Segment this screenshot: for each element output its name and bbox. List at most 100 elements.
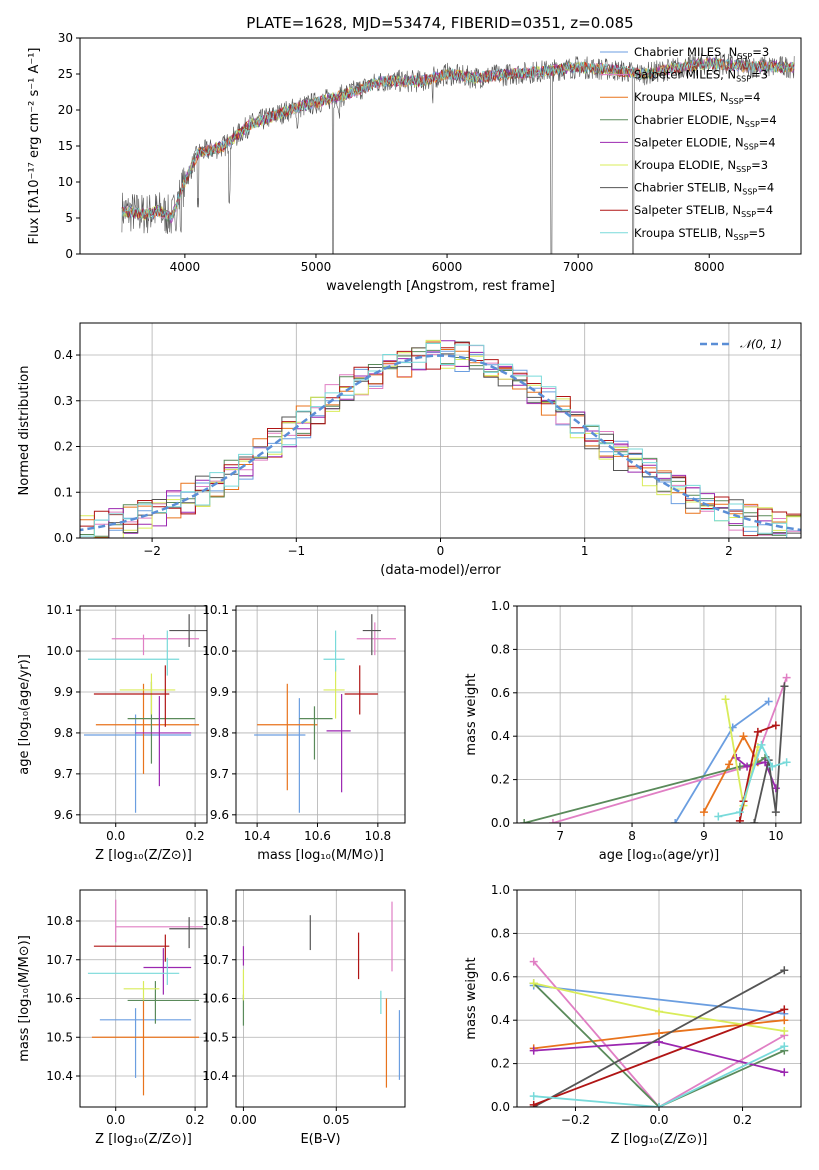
- y-tick-label: 20: [58, 103, 73, 117]
- plus-marker: [725, 760, 734, 769]
- y-tick-label: 0.8: [491, 642, 510, 656]
- x-tick-label: 7000: [563, 260, 594, 274]
- mass-weight-series: [533, 1045, 785, 1107]
- y-tick-label: 0.0: [54, 531, 73, 545]
- legend: Chabrier MILES, NSSP=3 Salpeter MILES, NS…: [600, 45, 777, 242]
- chart-spectrum: 4000 5000 6000 7000 8000 0 5 10 15 20 25 30 waveleng…: [27, 31, 802, 294]
- y-tick-label: 10: [58, 175, 73, 189]
- chart-mass-vs-z: 0.0 0.2 10.4 10.5 10.6 10.7 10.8 Z [log₁₀(Z/Z⊙)…: [17, 889, 208, 1147]
- plus-marker: [699, 808, 708, 817]
- mass-weight-series: [703, 734, 759, 813]
- plus-marker: [529, 1092, 538, 1101]
- y-tick-label: 9.8: [54, 726, 73, 740]
- legend-label: Chabrier ELODIE, NSSP=4: [634, 113, 777, 129]
- y-tick-label: 0.2: [54, 440, 73, 454]
- y-tick-label: 15: [58, 139, 73, 153]
- plot-frame: [79, 322, 802, 539]
- plus-marker: [753, 727, 762, 736]
- y-tick-label: 0: [65, 247, 73, 261]
- y-tick-label: 10.8: [202, 914, 229, 928]
- y-tick-label: 5: [65, 211, 73, 225]
- y-tick-label: 0.4: [54, 348, 73, 362]
- y-tick-label: 1.0: [491, 599, 510, 613]
- plot-body: [87, 899, 207, 1096]
- y-tick-label: 10.4: [202, 1069, 229, 1083]
- legend-label: Chabrier MILES, NSSP=3: [634, 45, 769, 61]
- plot-frame: [516, 889, 802, 1108]
- x-tick-label: 0.2: [186, 1113, 205, 1127]
- y-tick-label: 0.0: [491, 816, 510, 830]
- y-tick-label: 10.1: [46, 603, 73, 617]
- plus-marker: [714, 812, 723, 821]
- y-tick-label: 9.9: [54, 685, 73, 699]
- mass-weight-series: [533, 961, 785, 1107]
- plus-marker: [655, 1029, 663, 1038]
- y-tick-label: 9.9: [210, 685, 229, 699]
- y-tick-label: 10.8: [46, 914, 73, 928]
- chart-mass-weight-vs-z: −0.2 0.0 0.2 0.0 0.2 0.4 0.6 0.8 1.0 Z [log₁₀(Z/Z…: [464, 883, 802, 1147]
- y-tick-label: 0.6: [491, 970, 510, 984]
- y-tick-label: 0.0: [491, 1100, 510, 1114]
- plus-marker: [743, 762, 752, 771]
- y-tick-label: 9.6: [54, 808, 73, 822]
- legend-label: Kroupa STELIB, NSSP=5: [634, 226, 765, 242]
- plus-marker: [529, 979, 538, 988]
- x-axis-label: Z [log₁₀(Z/Z⊙)]: [611, 1132, 708, 1147]
- plus-marker: [548, 819, 557, 823]
- plus-marker: [655, 1103, 663, 1107]
- mass-weight-series: [753, 686, 786, 823]
- y-tick-label: 0.1: [54, 485, 73, 499]
- plus-marker: [739, 732, 748, 741]
- chart-mass-vs-ebv: 0.00 0.05 10.4 10.5 10.6 10.7 10.8 E(B-V): [202, 889, 406, 1147]
- chart-age-vs-z: 0.0 0.2 9.6 9.7 9.8 9.9 10.0 10.1 Z [log₁₀(Z/Z⊙)…: [17, 603, 208, 863]
- charts-group: 4000 5000 6000 7000 8000051015202530waveleng…: [17, 31, 802, 1147]
- x-tick-label: 10: [768, 829, 783, 843]
- plus-marker: [529, 957, 538, 966]
- plot-frame: [79, 37, 802, 255]
- x-tick-label: 10.4: [244, 829, 271, 843]
- mass-weight-series: [739, 724, 777, 821]
- plus-marker: [750, 819, 759, 823]
- plus-marker: [757, 740, 766, 749]
- y-tick-label: 0.4: [491, 729, 510, 743]
- x-axis-label: E(B-V): [300, 1132, 340, 1147]
- y-axis-label: mass [log₁₀(M/M⊙)]: [17, 935, 32, 1062]
- y-tick-label: 0.2: [491, 773, 510, 787]
- y-tick-label: 10.5: [46, 1030, 73, 1044]
- y-tick-label: 0.8: [491, 926, 510, 940]
- y-tick-label: 10.5: [202, 1030, 229, 1044]
- plot-body: [242, 901, 401, 1088]
- y-axis-label: Normed distribution: [17, 366, 32, 496]
- plus-marker: [771, 808, 780, 817]
- x-tick-label: −0.2: [561, 1113, 590, 1127]
- y-tick-label: 10.1: [202, 603, 229, 617]
- y-tick-label: 0.3: [54, 394, 73, 408]
- x-tick-label: 0.2: [186, 829, 205, 843]
- histogram-series: [80, 341, 801, 538]
- y-tick-label: 10.7: [202, 953, 229, 967]
- plus-marker: [780, 1016, 789, 1025]
- spectrum-model-line: [121, 58, 795, 221]
- x-tick-label: 0.05: [323, 1113, 350, 1127]
- legend-label: Salpeter ELODIE, NSSP=4: [634, 135, 776, 151]
- plus-marker: [782, 758, 791, 767]
- x-tick-label: 8000: [694, 260, 725, 274]
- x-axis-label: Z [log₁₀(Z/Z⊙)]: [95, 848, 192, 863]
- plus-marker: [735, 808, 744, 817]
- plus-marker: [529, 1100, 538, 1107]
- chart-age-vs-mass: 10.4 10.6 10.8 9.6 9.7 9.8 9.9 10.0 10.1 mass [lo…: [202, 603, 406, 863]
- figure-title: PLATE=1628, MJD=53474, FIBERID=0351, z=0…: [246, 14, 633, 32]
- plot-frame: [516, 605, 802, 824]
- x-tick-label: 5000: [301, 260, 332, 274]
- mass-weight-series: [533, 1008, 785, 1106]
- plus-marker: [780, 1042, 789, 1051]
- legend-label: Salpeter STELIB, NSSP=4: [634, 203, 773, 219]
- spectrum-data-line: [121, 53, 795, 254]
- x-tick-label: 0.0: [106, 829, 125, 843]
- legend-label: Salpeter MILES, NSSP=3: [634, 68, 768, 84]
- y-axis-label: mass weight: [464, 673, 479, 755]
- x-tick-label: 10.6: [304, 829, 331, 843]
- x-tick-label: −1: [287, 544, 305, 558]
- x-tick-label: 0.00: [230, 1113, 257, 1127]
